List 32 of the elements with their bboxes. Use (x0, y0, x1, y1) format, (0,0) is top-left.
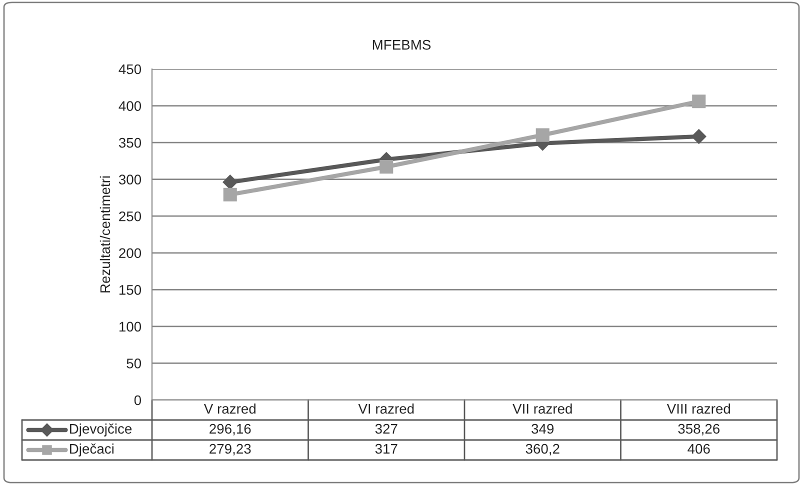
data-label: 406 (688, 444, 710, 454)
y-tick-label: 0 (134, 395, 142, 406)
point (536, 128, 550, 142)
data-label: 279,23 (210, 444, 251, 456)
data-label: 360,2 (526, 444, 560, 456)
y-tick-label: 150 (119, 285, 142, 295)
legend-label: Dječaci (70, 444, 114, 456)
data-label: 327 (375, 424, 398, 434)
point (380, 160, 394, 174)
y-axis-title: Rezultati/centimetri (100, 176, 110, 292)
chart-title: MFEBMS (372, 40, 431, 50)
y-tick-label: 200 (119, 248, 142, 258)
point (222, 174, 238, 190)
y-tick-label: 50 (126, 358, 142, 368)
data-label: 317 (375, 444, 398, 454)
y-tick-label: 400 (118, 101, 142, 111)
point (692, 94, 706, 108)
y-tick-label: 250 (119, 211, 142, 222)
x-tick-label: V razred (204, 404, 256, 414)
data-label: 349 (532, 424, 554, 434)
x-tick-label: VII razred (512, 404, 572, 414)
data-label: 296,16 (210, 424, 251, 436)
x-tick-label: VI razred (358, 404, 414, 414)
point (223, 188, 237, 202)
y-tick-label: 450 (118, 64, 142, 74)
y-tick-label: 100 (119, 322, 142, 332)
point (691, 129, 706, 144)
data-label: 358,26 (678, 424, 720, 436)
y-tick-label: 300 (118, 174, 142, 185)
y-tick-label: 350 (118, 138, 142, 148)
x-tick-label: VIII razred (666, 404, 730, 414)
legend-label: Djevojčice (70, 424, 132, 436)
